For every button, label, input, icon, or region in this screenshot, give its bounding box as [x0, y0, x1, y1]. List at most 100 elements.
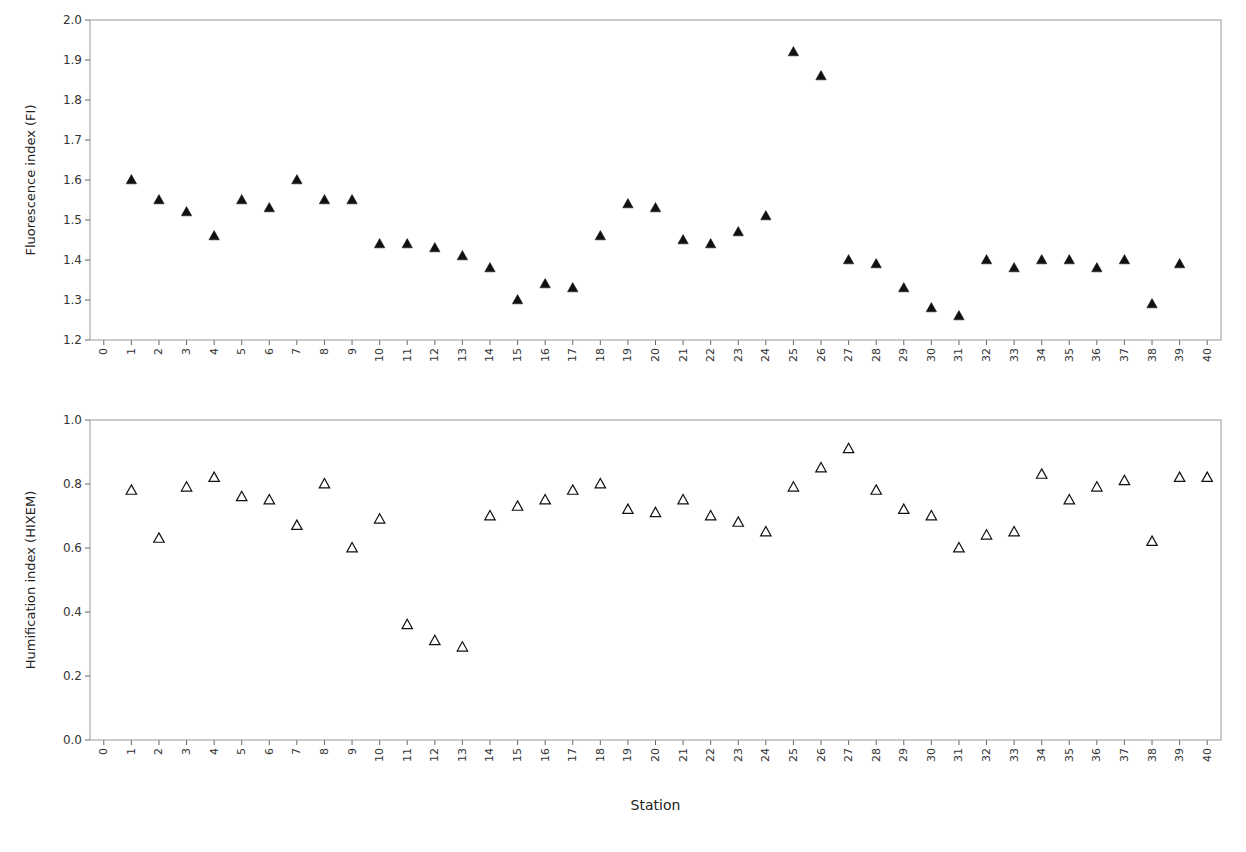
points [126, 47, 1185, 320]
x-tick [214, 740, 215, 745]
scatter-point [1174, 259, 1184, 268]
scatter-point [705, 239, 715, 248]
scatter-point [264, 495, 274, 504]
x-tick [738, 340, 739, 345]
x-tick-label: 15 [511, 348, 524, 362]
x-tick [241, 740, 242, 745]
scatter-point [733, 517, 743, 526]
scatter-point [816, 463, 826, 472]
scatter-point [954, 543, 964, 552]
plot-area [90, 420, 1221, 740]
x-tick-label: 29 [897, 348, 910, 362]
scatter-point [1174, 472, 1184, 481]
x-tick-label: 2 [152, 748, 165, 755]
x-tick-label: 21 [677, 748, 690, 762]
scatter-point [485, 263, 495, 272]
x-tick-label: 18 [594, 748, 607, 762]
x-tick-label: 19 [621, 748, 634, 762]
scatter-point [264, 203, 274, 212]
scatter-point [126, 485, 136, 494]
x-tick-label: 17 [566, 748, 579, 762]
x-tick [324, 340, 325, 345]
x-tick [296, 740, 297, 745]
x-tick-label: 37 [1118, 748, 1131, 762]
x-tick [655, 340, 656, 345]
x-tick-label: 29 [897, 748, 910, 762]
x-tick [931, 740, 932, 745]
y-tick [85, 100, 90, 101]
x-tick [103, 340, 104, 345]
x-tick [1152, 740, 1153, 745]
x-tick [710, 740, 711, 745]
scatter-point [402, 239, 412, 248]
scatter-point [981, 530, 991, 539]
x-tick-label: 16 [539, 748, 552, 762]
scatter-point [402, 619, 412, 628]
x-tick [821, 340, 822, 345]
scatter-point [871, 259, 881, 268]
x-tick [600, 740, 601, 745]
x-tick-label: 31 [952, 348, 965, 362]
scatter-point [512, 501, 522, 510]
scatter-point [899, 504, 909, 513]
scatter-point [816, 71, 826, 80]
x-tick-label: 7 [290, 748, 303, 755]
x-tick [158, 340, 159, 345]
x-tick-label: 5 [235, 748, 248, 755]
scatter-point [843, 443, 853, 452]
x-axis: 0123456789101112131415161718192021222324… [97, 340, 1213, 362]
x-tick-label: 27 [842, 748, 855, 762]
chart-panel: 0123456789101112131415161718192021222324… [23, 413, 1221, 813]
x-tick-label: 15 [511, 748, 524, 762]
scatter-point [1009, 263, 1019, 272]
x-tick [848, 340, 849, 345]
x-tick-label: 26 [815, 748, 828, 762]
x-tick [462, 740, 463, 745]
scatter-point [623, 199, 633, 208]
x-tick [876, 340, 877, 345]
x-tick [1179, 740, 1180, 745]
x-tick-label: 39 [1173, 748, 1186, 762]
scatter-point [678, 495, 688, 504]
scatter-point [761, 527, 771, 536]
x-tick [489, 340, 490, 345]
scatter-point [209, 472, 219, 481]
y-tick-label: 1.4 [63, 253, 82, 267]
scatter-point [181, 482, 191, 491]
x-tick-label: 36 [1090, 348, 1103, 362]
x-tick-label: 28 [870, 348, 883, 362]
y-tick [85, 740, 90, 741]
x-tick-label: 37 [1118, 348, 1131, 362]
x-tick-label: 6 [263, 748, 276, 755]
x-tick-label: 20 [649, 748, 662, 762]
x-tick-label: 2 [152, 348, 165, 355]
scatter-point [540, 279, 550, 288]
x-tick [710, 340, 711, 345]
y-tick [85, 300, 90, 301]
x-tick-label: 22 [704, 748, 717, 762]
x-tick [821, 740, 822, 745]
x-tick [1152, 340, 1153, 345]
scatter-point [154, 195, 164, 204]
y-tick [85, 180, 90, 181]
scatter-point [319, 195, 329, 204]
scatter-point [236, 491, 246, 500]
x-tick [793, 740, 794, 745]
x-tick [1041, 740, 1042, 745]
y-tick [85, 60, 90, 61]
x-tick [379, 740, 380, 745]
x-tick-label: 4 [208, 748, 221, 755]
x-tick-label: 12 [428, 348, 441, 362]
x-tick [489, 740, 490, 745]
scatter-point [926, 511, 936, 520]
scatter-point [1147, 536, 1157, 545]
scatter-point [981, 255, 991, 264]
x-tick [296, 340, 297, 345]
x-tick [986, 740, 987, 745]
scatter-point [899, 283, 909, 292]
x-tick [931, 340, 932, 345]
x-tick [214, 340, 215, 345]
scatter-point [374, 514, 384, 523]
x-tick [1041, 340, 1042, 345]
scatter-point [568, 283, 578, 292]
